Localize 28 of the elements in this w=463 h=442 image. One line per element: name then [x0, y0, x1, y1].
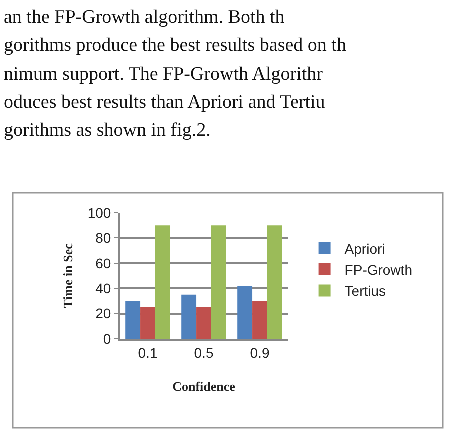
bar — [238, 286, 253, 339]
y-tick-label: 40 — [96, 280, 112, 296]
bar — [196, 308, 212, 339]
legend-label: FP-Growth — [344, 262, 412, 278]
bar — [252, 301, 268, 339]
x-axis-title: Confidence — [172, 378, 236, 394]
bar — [267, 226, 282, 339]
bar — [182, 294, 197, 339]
y-tick-label: 20 — [96, 306, 112, 322]
y-tick-label: 60 — [96, 255, 112, 272]
x-tick-label: 0.9 — [250, 344, 270, 361]
bar — [140, 308, 156, 339]
text: oduces best results than Apriori and Tertiu — [4, 92, 326, 113]
bar — [126, 301, 141, 339]
text: nimum support. The FP-Growth Algorithr — [4, 64, 324, 85]
y-tick-label: 80 — [96, 230, 112, 246]
bar — [155, 226, 170, 339]
text: gorithms as shown in fig.2. — [4, 120, 211, 141]
x-tick-label: 0.5 — [194, 344, 214, 361]
text: an the FP-Growth algorithm. Both th — [4, 7, 286, 28]
legend-label: Tertius — [344, 283, 386, 300]
text: gorithms produce the best results based on th — [4, 35, 347, 56]
y-tick-label: 0 — [103, 330, 112, 347]
y-axis-title: Time in Sec — [60, 243, 76, 308]
x-tick-label: 0.1 — [138, 344, 158, 361]
y-tick-label: 100 — [88, 204, 112, 221]
bar — [211, 226, 226, 339]
legend-label: Apriori — [344, 240, 386, 257]
